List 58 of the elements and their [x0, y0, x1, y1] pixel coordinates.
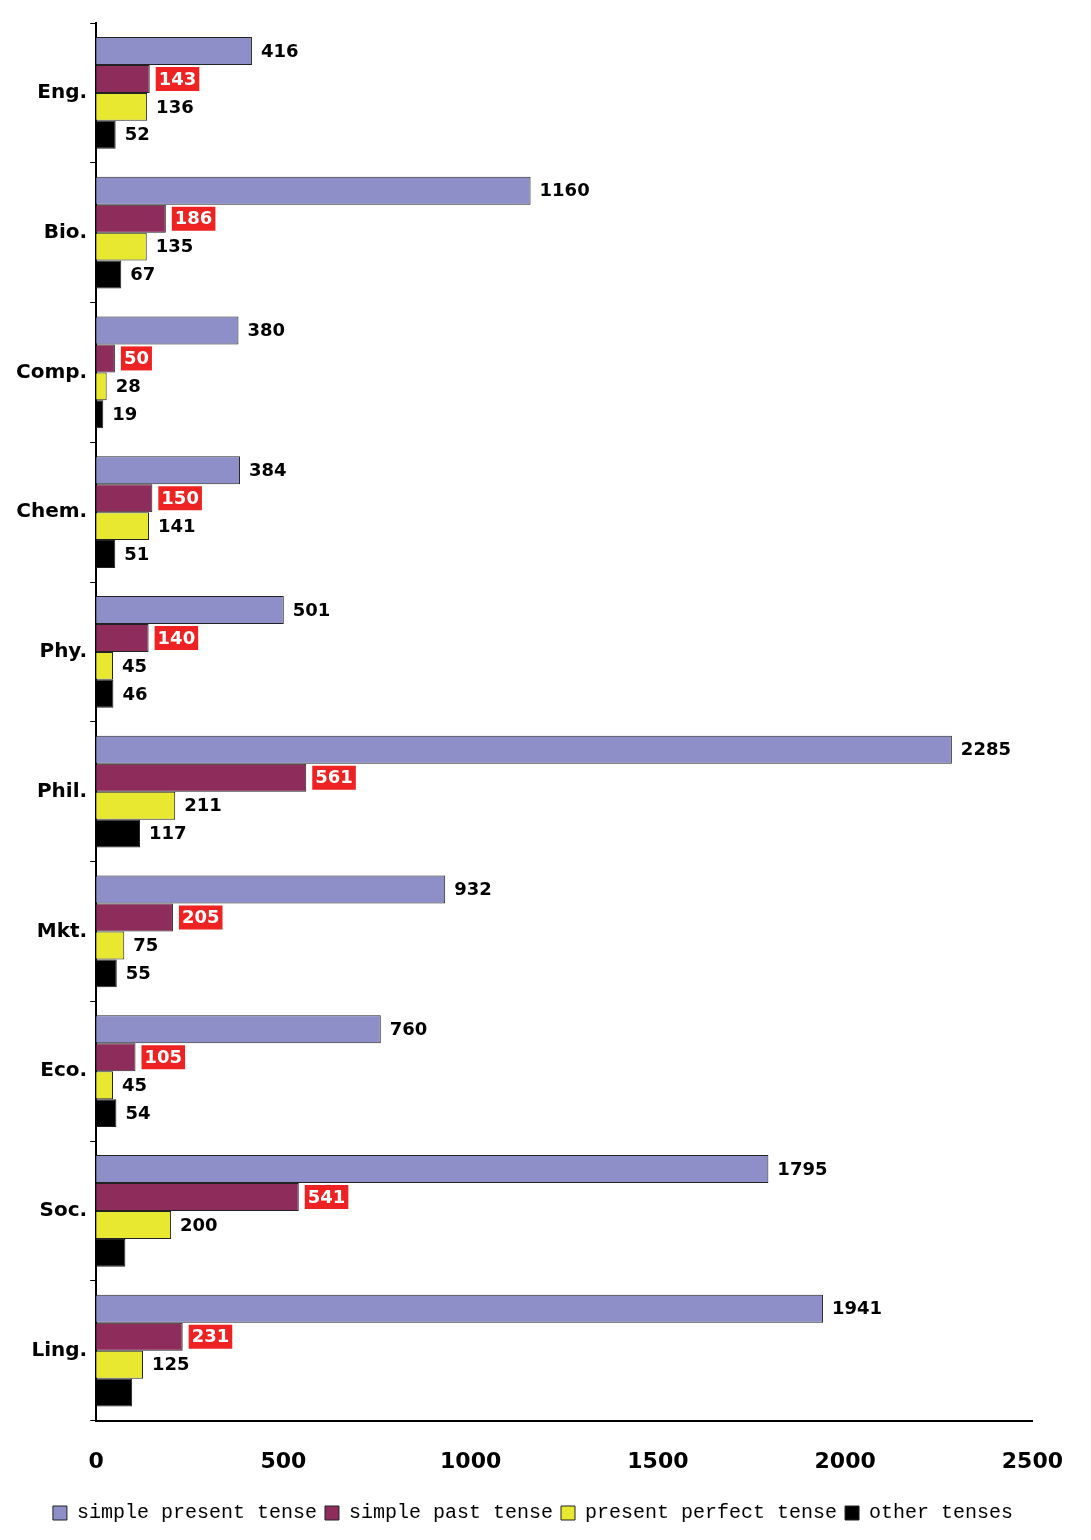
data-label: 1795 [777, 1157, 828, 1179]
data-label: 2285 [960, 738, 1011, 760]
data-label: 45 [122, 1073, 148, 1095]
y-tick-label: Comp. [16, 358, 88, 383]
data-label: 501 [292, 598, 331, 620]
x-tick-label: 500 [260, 1447, 307, 1473]
y-tick-label: Bio. [43, 218, 88, 243]
data-label: 384 [248, 458, 287, 480]
data-label: 150 [161, 486, 199, 508]
data-label: 205 [181, 906, 220, 928]
y-tick-label: Phy. [39, 638, 88, 663]
data-label: 105 [144, 1045, 183, 1067]
x-tick-label: 1000 [440, 1447, 502, 1473]
data-label: 19 [112, 403, 138, 424]
data-label: 186 [174, 207, 213, 229]
data-label: 55 [125, 962, 151, 984]
data-label: 28 [115, 375, 141, 397]
y-tick-label: Mkt. [36, 917, 88, 942]
data-label: 1160 [539, 179, 590, 201]
legend-label: present perfect tense [585, 1501, 838, 1525]
data-label: 54 [125, 1101, 151, 1123]
data-label: 1941 [832, 1297, 883, 1319]
y-tick-label: Phil. [36, 777, 88, 802]
data-label: 52 [124, 123, 150, 145]
y-tick-label: Ling. [31, 1336, 88, 1361]
data-label: 135 [155, 235, 194, 257]
data-label: 561 [315, 766, 353, 788]
x-tick-label: 1500 [627, 1447, 689, 1473]
data-label: 136 [156, 95, 194, 117]
data-label: 141 [157, 514, 196, 536]
data-label: 932 [454, 878, 492, 900]
legend-label: simple past tense [348, 1501, 554, 1525]
y-tick-label: Eco. [40, 1057, 88, 1082]
data-label: 140 [157, 626, 196, 648]
data-label: 416 [260, 39, 299, 61]
data-label: 50 [123, 347, 149, 369]
legend-label: other tenses [869, 1501, 1014, 1525]
x-tick-label: 2000 [814, 1447, 876, 1473]
data-label: 231 [191, 1325, 230, 1347]
data-label: 541 [307, 1185, 346, 1207]
data-label: 117 [148, 822, 187, 844]
data-label: 51 [124, 542, 150, 564]
legend-label: simple present tense [76, 1501, 317, 1525]
data-label: 211 [184, 794, 222, 816]
data-label: 143 [158, 67, 197, 89]
x-tick-label: 2500 [1001, 1447, 1063, 1473]
data-label: 46 [122, 682, 148, 704]
data-label: 75 [133, 934, 159, 956]
data-label: 125 [151, 1353, 190, 1375]
data-label: 67 [130, 263, 156, 285]
data-label: 760 [389, 1017, 428, 1039]
data-label: 45 [122, 654, 148, 676]
y-tick-label: Eng. [37, 79, 88, 104]
y-tick-label: Soc. [39, 1197, 88, 1222]
data-label: 200 [180, 1213, 218, 1235]
x-tick-label: 0 [88, 1447, 104, 1473]
y-tick-label: Chem. [16, 498, 88, 523]
data-label: 380 [247, 319, 286, 341]
